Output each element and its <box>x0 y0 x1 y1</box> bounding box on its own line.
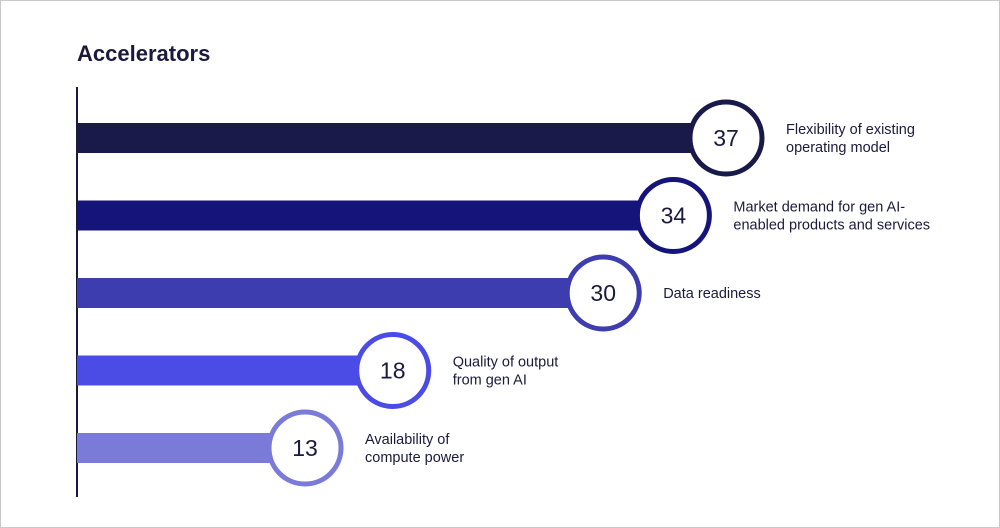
data-label: 13 <box>292 435 318 461</box>
category-label: operating model <box>786 140 890 156</box>
value-circle <box>266 409 344 487</box>
bar <box>77 123 726 153</box>
bar <box>77 200 674 231</box>
category-label: from gen AI <box>453 373 527 389</box>
category-label: Availability of <box>365 432 450 448</box>
category-label: Market demand for gen AI- <box>733 200 905 216</box>
value-circle <box>634 177 712 254</box>
data-label: 18 <box>380 358 406 384</box>
category-label: compute power <box>365 450 464 466</box>
data-label: 30 <box>590 280 616 306</box>
category-label: Data readiness <box>663 286 761 302</box>
bar-group: 13 Availability of compute power <box>77 409 464 487</box>
bar-group: 30 Data readiness <box>77 254 761 332</box>
category-label: Flexibility of existing <box>786 122 915 138</box>
data-label: 34 <box>661 203 687 229</box>
value-circle <box>354 332 432 409</box>
bar-group: 37 Flexibility of existing operating model <box>77 99 915 177</box>
chart-title: Accelerators <box>77 41 211 66</box>
value-circle <box>564 254 642 332</box>
category-label: Quality of output <box>453 355 559 371</box>
bar-group: 18 Quality of output from gen AI <box>77 332 559 409</box>
data-label: 37 <box>713 125 739 151</box>
bar <box>77 355 393 386</box>
bar-group: 34 Market demand for gen AI-enabled produ… <box>77 177 930 254</box>
bar <box>77 278 604 308</box>
value-circle <box>687 99 765 177</box>
category-label: enabled products and services <box>733 218 930 234</box>
